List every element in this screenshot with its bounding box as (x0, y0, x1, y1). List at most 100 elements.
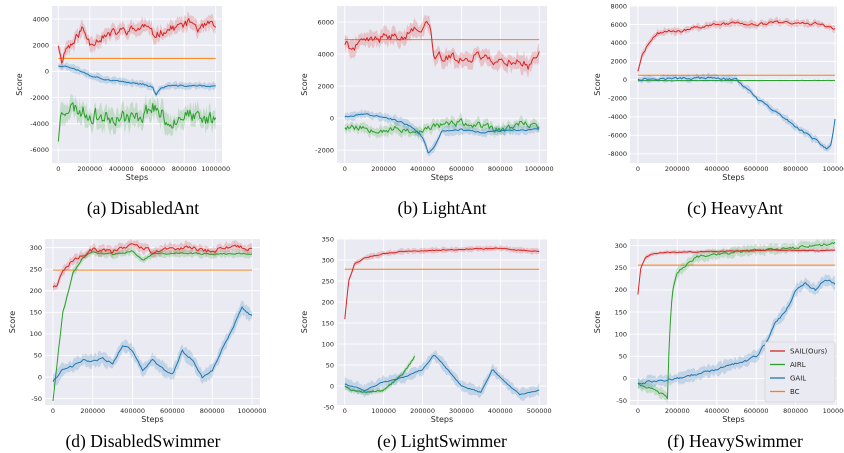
x-tick-label: 400000 (704, 165, 729, 173)
series-band-sail-ours (344, 14, 540, 79)
series-group (52, 239, 253, 405)
series-band-gail (637, 274, 836, 390)
x-tick-label: 800000 (200, 407, 225, 415)
series-band-sail-ours (637, 247, 836, 297)
y-tick-label: -4000 (30, 120, 49, 128)
y-tick-label: 150 (30, 309, 42, 317)
panel-caption: (d) DisabledSwimmer (65, 431, 220, 451)
x-tick-label: 0 (56, 165, 60, 173)
y-tick-label: -50 (616, 397, 627, 405)
series-band-sail-ours (344, 244, 540, 321)
plot-area (337, 6, 547, 163)
y-tick-label: 50 (34, 352, 42, 360)
x-tick-label: 100000 (823, 165, 844, 173)
series-band-airl (344, 112, 540, 141)
y-tick-label: -2000 (315, 146, 334, 154)
y-axis-label: Score (8, 311, 17, 333)
series-line-airl (52, 250, 253, 402)
series-group (57, 11, 217, 150)
y-tick-label: 300 (615, 242, 627, 250)
panel-caption: (a) DisabledAnt (87, 198, 199, 218)
y-axis-label: Score (593, 73, 602, 95)
series-band-sail-ours (637, 16, 836, 76)
chart-panel-2: 0 200000 400000 600000 800000 1000000 -2000 0 20… (300, 6, 554, 218)
x-tick-label: 200000 (410, 407, 435, 415)
y-tick-label: 350 (322, 235, 334, 243)
chart-panel-4: 0 200000 400000 600000 800000 1000000 -50 0 50 10… (8, 239, 267, 451)
x-axis-label: Steps (722, 173, 744, 182)
series-group (344, 14, 540, 157)
y-tick-label: 4000 (32, 15, 49, 23)
y-tick-label: -50 (323, 403, 334, 411)
series-band-gail (58, 62, 216, 99)
y-tick-label: 4000 (610, 39, 627, 47)
series-line-gail (637, 76, 836, 150)
y-tick-label: 4000 (317, 50, 334, 58)
x-tick-label: 0 (636, 165, 640, 173)
legend: SAIL(Ours) AIRL GAIL BC (764, 341, 836, 403)
panel-caption: (b) LightAnt (398, 198, 487, 218)
x-tick-label: 200000 (371, 165, 396, 173)
y-tick-label: 100 (322, 340, 334, 348)
x-tick-label: 400000 (109, 165, 134, 173)
y-tick-label: 200 (322, 298, 334, 306)
series-line-sail-ours (344, 247, 540, 320)
x-tick-label: 600000 (160, 407, 185, 415)
y-axis-label: Score (593, 311, 602, 333)
series-band-sail-ours (52, 239, 253, 292)
x-tick-label: 1000000 (525, 165, 554, 173)
x-tick-label: 100000 (371, 407, 396, 415)
x-tick-label: 0 (343, 407, 347, 415)
series-band-airl (58, 92, 216, 150)
x-axis-label: Steps (431, 415, 453, 424)
x-axis-label: Steps (722, 415, 744, 424)
y-tick-label: 150 (615, 308, 627, 316)
y-tick-label: 250 (30, 265, 42, 273)
x-tick-label: 200000 (80, 407, 105, 415)
y-tick-label: -2000 (30, 94, 49, 102)
series-line-airl (344, 118, 540, 135)
y-tick-label: 200 (615, 286, 627, 294)
x-tick-label: 200000 (665, 165, 690, 173)
series-line-sail-ours (637, 249, 836, 295)
y-tick-label: -4000 (608, 113, 627, 121)
y-tick-label: 0 (623, 76, 627, 84)
series-line-gail (58, 65, 216, 96)
chart-panel-3: 0 200000 400000 600000 800000 100000 -8000 -600… (593, 2, 844, 218)
panel-caption: (c) HeavyAnt (687, 198, 783, 218)
x-tick-label: 400000 (488, 407, 513, 415)
x-tick-label: 600000 (449, 165, 474, 173)
series-line-sail-ours (637, 20, 836, 72)
y-tick-label: 0 (330, 382, 334, 390)
y-tick-label: 0 (330, 114, 334, 122)
series-band-gail (344, 108, 540, 157)
x-tick-label: 800000 (488, 165, 513, 173)
x-tick-label: 800000 (783, 407, 808, 415)
series-line-airl (344, 355, 416, 393)
x-axis-label: Steps (126, 173, 148, 182)
panel-caption: (f) HeavySwimmer (667, 431, 803, 451)
x-axis-label: Steps (431, 173, 453, 182)
series-band-gail (344, 350, 540, 401)
y-tick-label: -50 (31, 395, 42, 403)
x-tick-label: 600000 (744, 407, 769, 415)
series-line-sail-ours (52, 243, 253, 288)
y-axis-label: Score (15, 73, 24, 95)
legend-label: SAIL(Ours) (790, 348, 828, 356)
y-tick-label: 2000 (317, 82, 334, 90)
y-tick-label: 6000 (610, 21, 627, 29)
series-line-airl (637, 241, 836, 400)
series-line-gail (637, 279, 836, 385)
series-band-airl (637, 239, 836, 405)
y-tick-label: 2000 (610, 58, 627, 66)
y-tick-label: 50 (619, 353, 627, 361)
y-axis-label: Score (300, 73, 309, 95)
series-group (344, 244, 540, 401)
y-axis-label: Score (300, 311, 309, 333)
y-tick-label: 150 (322, 319, 334, 327)
x-tick-label: 600000 (140, 165, 165, 173)
chart-panel-5: 0 100000 200000 300000 400000 500000 -50 0 50 100… (300, 235, 552, 451)
series-line-sail-ours (57, 17, 217, 64)
y-tick-label: 300 (30, 244, 42, 252)
